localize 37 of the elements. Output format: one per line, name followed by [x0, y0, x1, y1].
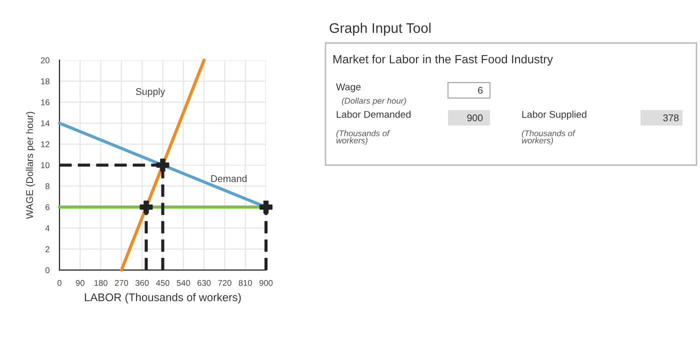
text: Graph Input Tool — [330, 22, 431, 36]
y-tick-label: 10 — [41, 162, 50, 168]
x-tick-label: 900 — [259, 280, 273, 286]
y-tick-label: 20 — [40, 57, 50, 64]
text: 6 — [478, 86, 483, 94]
x-tick-label: 360 — [135, 280, 149, 286]
x-tick-label: 0 — [58, 280, 62, 286]
text: Labor Demanded — [336, 110, 410, 118]
text: (Thousands of workers) — [336, 130, 390, 146]
text: Labor Supplied — [522, 110, 586, 120]
text: 900 — [467, 114, 483, 122]
x-tick-label: 270 — [114, 280, 128, 286]
text: Supply — [136, 88, 166, 97]
x-tick-label: 180 — [94, 280, 108, 286]
text: (Dollars per hour) — [342, 98, 406, 106]
x-tick-label: 450 — [156, 280, 170, 286]
y-tick-label: 8 — [46, 183, 50, 190]
y-tick-label: 4 — [45, 225, 50, 232]
y-tick-label: 12 — [41, 141, 50, 148]
x-axis-title: LABOR (Thousands of workers) — [84, 293, 241, 304]
series-label: Demand — [211, 174, 247, 182]
text: Wage — [336, 84, 361, 92]
x-tick-label: 810 — [238, 280, 252, 286]
y-tick-label: 14 — [41, 120, 50, 126]
y-tick-label: 6 — [46, 204, 50, 210]
x-tick-label: 540 — [176, 280, 190, 286]
x-tick-label: 720 — [218, 280, 232, 286]
y-tick-label: 16 — [41, 99, 50, 106]
x-tick-label: 90 — [76, 280, 84, 286]
text: 378 — [663, 114, 679, 122]
y-axis-title: WAGE (Dollars per hour) — [26, 112, 35, 219]
y-tick-label: 2 — [46, 246, 50, 252]
y-tick-label: 18 — [41, 78, 50, 84]
y-tick-label: 0 — [45, 267, 50, 274]
text: (Thousands of workers) — [522, 130, 576, 146]
text: Market for Labor in the Fast Food Industry — [333, 54, 553, 66]
x-tick-label: 630 — [198, 280, 211, 286]
